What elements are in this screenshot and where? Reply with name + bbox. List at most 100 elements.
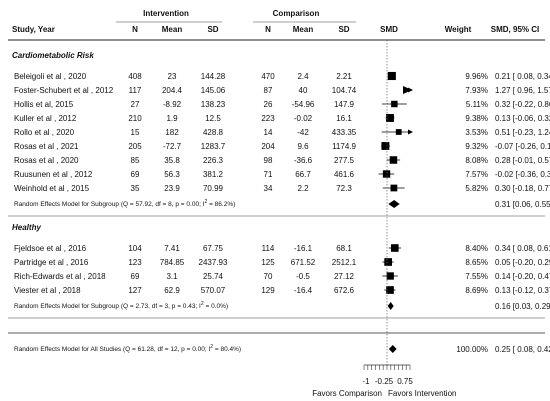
intervention-mean: 35.8	[164, 156, 180, 165]
study-name: Partridge et al , 2016	[14, 258, 89, 267]
comparison-n: 71	[264, 170, 273, 179]
subgroup-title: Cardiometabolic Risk	[12, 51, 94, 60]
intervention-sd: 70.99	[203, 184, 224, 193]
intervention-mean: 3.1	[166, 272, 178, 281]
weight-value: 8.69%	[465, 286, 488, 295]
intervention-mean: -72.7	[163, 142, 182, 151]
ci-arrow	[408, 129, 413, 135]
comparison-sd: 147.9	[334, 100, 355, 109]
header-int-n: N	[132, 25, 138, 34]
tick-label: -0.25	[375, 377, 394, 386]
comparison-sd: 2.21	[336, 72, 352, 81]
header-weight: Weight	[445, 25, 472, 34]
comparison-n: 129	[261, 286, 275, 295]
favors-intervention-label: Favors Intervention	[388, 389, 456, 398]
point-estimate	[381, 142, 390, 150]
weight-value: 8.40%	[465, 244, 488, 253]
header-row: Intervention Comparison Study, Year N Me…	[12, 9, 539, 34]
weight-value: 7.57%	[465, 170, 488, 179]
comparison-n: 470	[261, 72, 275, 81]
intervention-mean: 23	[168, 72, 177, 81]
intervention-sd: 12.5	[205, 114, 221, 123]
intervention-n: 85	[131, 156, 140, 165]
comparison-n: 125	[261, 258, 275, 267]
forest-rows: Cardiometabolic Risk Beleigoli et al , 20…	[8, 40, 550, 370]
study-name: Rosas et al , 2020	[14, 156, 79, 165]
comparison-mean: -54.96	[292, 100, 315, 109]
overall-summary-diamond	[388, 345, 397, 353]
point-estimate	[386, 114, 394, 122]
intervention-mean: 204.4	[162, 86, 183, 95]
smd-ci-value: 0.13 [-0.06, 0.32]	[495, 114, 550, 123]
intervention-n: 69	[131, 170, 140, 179]
intervention-mean: 182	[165, 128, 179, 137]
intervention-sd: 25.74	[203, 272, 224, 281]
comparison-sd: 277.5	[334, 156, 355, 165]
comparison-n: 204	[261, 142, 275, 151]
comparison-n: 70	[264, 272, 273, 281]
intervention-sd: 145.06	[201, 86, 226, 95]
subgroup-summary-ci: 0.16 [0.03, 0.29]	[495, 302, 550, 311]
smd-ci-value: 0.34 [ 0.08, 0.61]	[495, 244, 550, 253]
study-name: Fjeldsoe et al , 2016	[14, 244, 87, 253]
study-name: Rich-Edwards et al , 2018	[14, 272, 106, 281]
comparison-sd: 104.74	[332, 86, 357, 95]
intervention-mean: 62.9	[164, 286, 180, 295]
comparison-n: 34	[264, 184, 273, 193]
comparison-mean: 66.7	[295, 170, 311, 179]
header-intervention: Intervention	[143, 9, 189, 18]
header-int-sd: SD	[207, 25, 218, 34]
comparison-sd: 672.6	[334, 286, 355, 295]
comparison-mean: -0.02	[294, 114, 313, 123]
comparison-sd: 2512.1	[332, 258, 357, 267]
intervention-mean: -8.92	[163, 100, 182, 109]
header-cmp-sd: SD	[338, 25, 349, 34]
comparison-sd: 433.35	[332, 128, 357, 137]
weight-value: 8.08%	[465, 156, 488, 165]
subgroup-summary-diamond	[387, 302, 394, 310]
header-smd: SMD	[380, 25, 398, 34]
intervention-n: 123	[128, 258, 142, 267]
comparison-mean: -16.4	[294, 286, 313, 295]
smd-ci-value: 0.51 [-0.23, 1.24]	[495, 128, 550, 137]
point-estimate	[382, 170, 391, 178]
intervention-sd: 2437.93	[199, 258, 228, 267]
point-estimate	[391, 100, 398, 108]
point-estimate	[395, 129, 402, 135]
intervention-mean: 7.41	[164, 244, 180, 253]
intervention-n: 69	[131, 272, 140, 281]
overall-summary-label: Random Effects Model for All Studies (Q …	[14, 344, 241, 353]
intervention-mean: 1.9	[166, 114, 178, 123]
comparison-n: 26	[264, 100, 273, 109]
study-name: Viester et al , 2018	[14, 286, 81, 295]
header-smd-ci: SMD, 95% CI	[491, 25, 539, 34]
study-name: Rollo et al , 2020	[14, 128, 75, 137]
intervention-n: 205	[128, 142, 142, 151]
tick-label: 0.75	[397, 377, 413, 386]
comparison-mean: 40	[299, 86, 308, 95]
intervention-sd: 138.23	[201, 100, 226, 109]
overall-summary-ci: 0.25 [ 0.08, 0.42]	[495, 345, 550, 354]
point-estimate	[386, 286, 394, 294]
smd-ci-value: 0.13 [-0.12, 0.37]	[495, 286, 550, 295]
smd-ci-value: 0.30 [-0.18, 0.77]	[495, 184, 550, 193]
weight-value: 3.53%	[465, 128, 488, 137]
intervention-mean: 56.3	[164, 170, 180, 179]
weight-value: 8.65%	[465, 258, 488, 267]
subgroup-summary-label: Random Effects Model for Subgroup (Q = 5…	[14, 199, 235, 208]
x-axis: -1 -0.25 0.75 Favors Comparison Favors I…	[312, 364, 456, 398]
intervention-sd: 67.75	[203, 244, 224, 253]
header-int-mean: Mean	[162, 25, 183, 34]
comparison-mean: 9.6	[297, 142, 309, 151]
smd-ci-value: 0.14 [-0.20, 0.47]	[495, 272, 550, 281]
smd-ci-value: 0.21 [ 0.08, 0.34]	[495, 72, 550, 81]
subgroup-summary-ci: 0.31 [0.06, 0.55]	[495, 200, 550, 209]
header-cmp-mean: Mean	[293, 25, 314, 34]
overall-weight: 100.00%	[456, 345, 488, 354]
intervention-sd: 570.07	[201, 286, 226, 295]
smd-ci-value: -0.07 [-0.26, 0.13]	[495, 142, 550, 151]
comparison-sd: 27.12	[334, 272, 355, 281]
comparison-n: 114	[262, 244, 275, 253]
intervention-n: 117	[129, 86, 142, 95]
